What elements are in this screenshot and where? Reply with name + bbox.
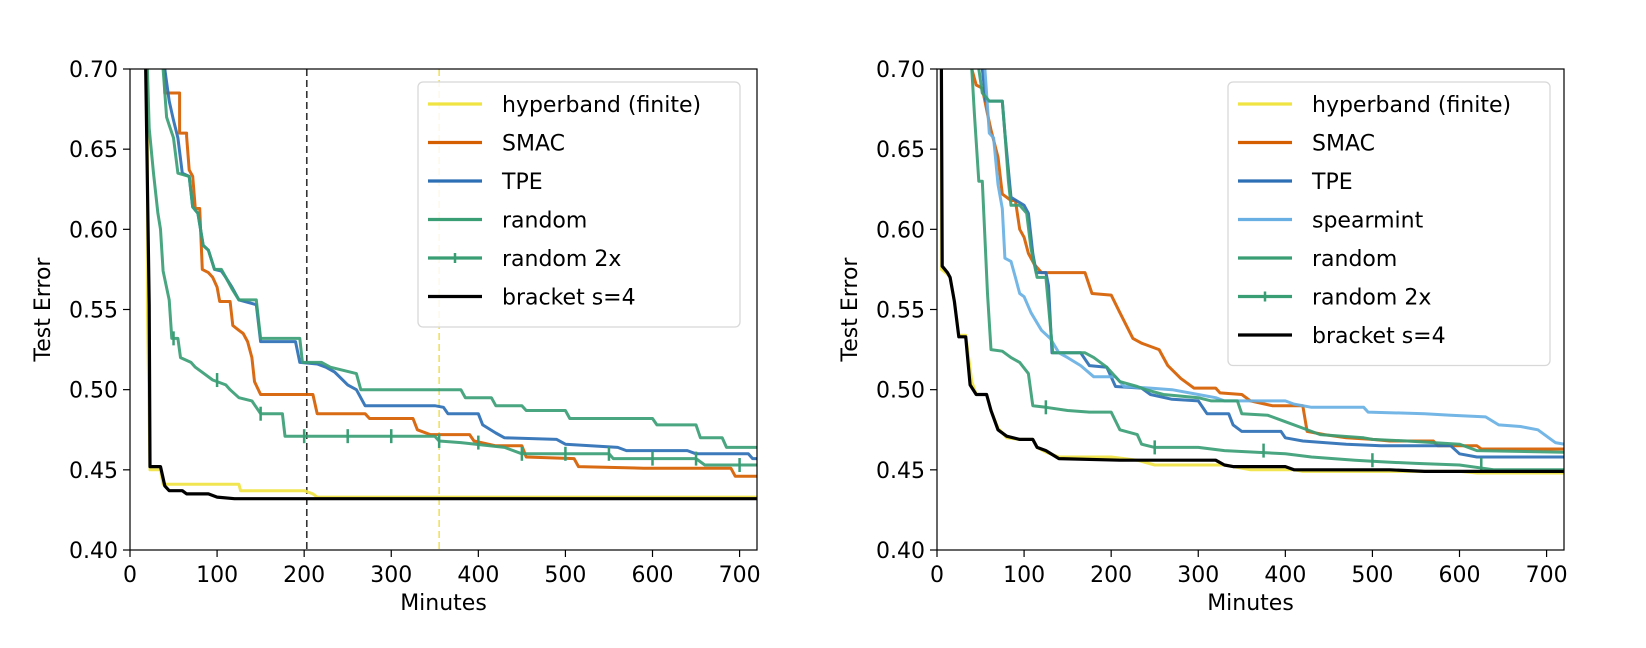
series-line-bracket-s-4 — [144, 69, 757, 501]
legend-label: SMAC — [1312, 132, 1375, 157]
y-tick-label: 0.65 — [69, 138, 118, 163]
y-tick-label: 0.50 — [876, 379, 925, 404]
legend: hyperband (finite) SMAC TPE spearmint random… — [1227, 81, 1551, 367]
legend-label: random — [502, 209, 587, 234]
y-axis-label: Test Error — [838, 257, 863, 363]
series-line-spearmint — [983, 69, 1564, 446]
legend-label: random 2x — [1312, 286, 1431, 311]
y-axis-label: Test Error — [31, 257, 56, 363]
x-tick-label: 700 — [719, 563, 761, 588]
series-line-smac — [163, 69, 757, 478]
x-tick-label: 0 — [930, 563, 944, 588]
legend-label: SMAC — [502, 132, 565, 157]
x-tick-label: 400 — [1264, 563, 1306, 588]
y-tick-label: 0.65 — [876, 138, 925, 163]
y-tick-label: 0.40 — [876, 539, 925, 564]
legend-box — [417, 81, 741, 328]
y-tick-label: 0.60 — [876, 218, 925, 243]
left-chart: 0 100 200 300 400 500 600 700 0.40 0.45 0.50 0.55 0.… — [31, 58, 761, 616]
y-tick-label: 0.70 — [69, 58, 118, 83]
y-tick-label: 0.55 — [876, 299, 925, 324]
legend-label: random — [1312, 247, 1397, 272]
legend-label: hyperband (finite) — [502, 93, 701, 118]
plot-area — [939, 69, 1564, 475]
series-line-bracket-s-4 — [939, 69, 1564, 473]
x-tick-label: 200 — [283, 563, 325, 588]
y-tick-label: 0.55 — [69, 299, 118, 324]
series-line-random — [161, 69, 757, 449]
x-tick-label: 600 — [1439, 563, 1481, 588]
x-tick-label: 0 — [123, 563, 137, 588]
x-tick-label: 700 — [1526, 563, 1568, 588]
y-tick-label: 0.50 — [69, 379, 118, 404]
legend-label: spearmint — [1312, 209, 1424, 234]
legend: hyperband (finite) SMAC TPE random random 2x… — [417, 81, 741, 328]
x-tick-label: 300 — [1177, 563, 1219, 588]
x-tick-label: 200 — [1090, 563, 1132, 588]
y-tick-label: 0.60 — [69, 218, 118, 243]
x-tick-label: 100 — [196, 563, 238, 588]
legend-label: TPE — [501, 170, 543, 195]
y-tick-label: 0.45 — [69, 459, 118, 484]
y-tick-label: 0.45 — [876, 459, 925, 484]
legend-label: hyperband (finite) — [1312, 93, 1511, 118]
legend-label: random 2x — [502, 247, 621, 272]
legend-label: bracket s=4 — [502, 286, 636, 311]
legend-label: TPE — [1311, 170, 1353, 195]
series-line-random — [977, 69, 1564, 454]
x-tick-label: 600 — [632, 563, 674, 588]
x-tick-label: 400 — [457, 563, 499, 588]
x-tick-label: 300 — [370, 563, 412, 588]
x-tick-label: 500 — [1351, 563, 1393, 588]
right-chart: 0 100 200 300 400 500 600 700 0.40 0.45 0.50 0.55 0.… — [838, 58, 1568, 616]
x-tick-label: 100 — [1003, 563, 1045, 588]
legend-box — [1227, 81, 1551, 367]
x-axis-label: Minutes — [400, 591, 487, 616]
x-axis-label: Minutes — [1207, 591, 1294, 616]
y-tick-label: 0.70 — [876, 58, 925, 83]
legend-label: bracket s=4 — [1312, 324, 1446, 349]
series-line-random-2x — [970, 69, 1564, 472]
y-tick-label: 0.40 — [69, 539, 118, 564]
plot-area — [144, 69, 757, 550]
x-tick-label: 500 — [544, 563, 586, 588]
